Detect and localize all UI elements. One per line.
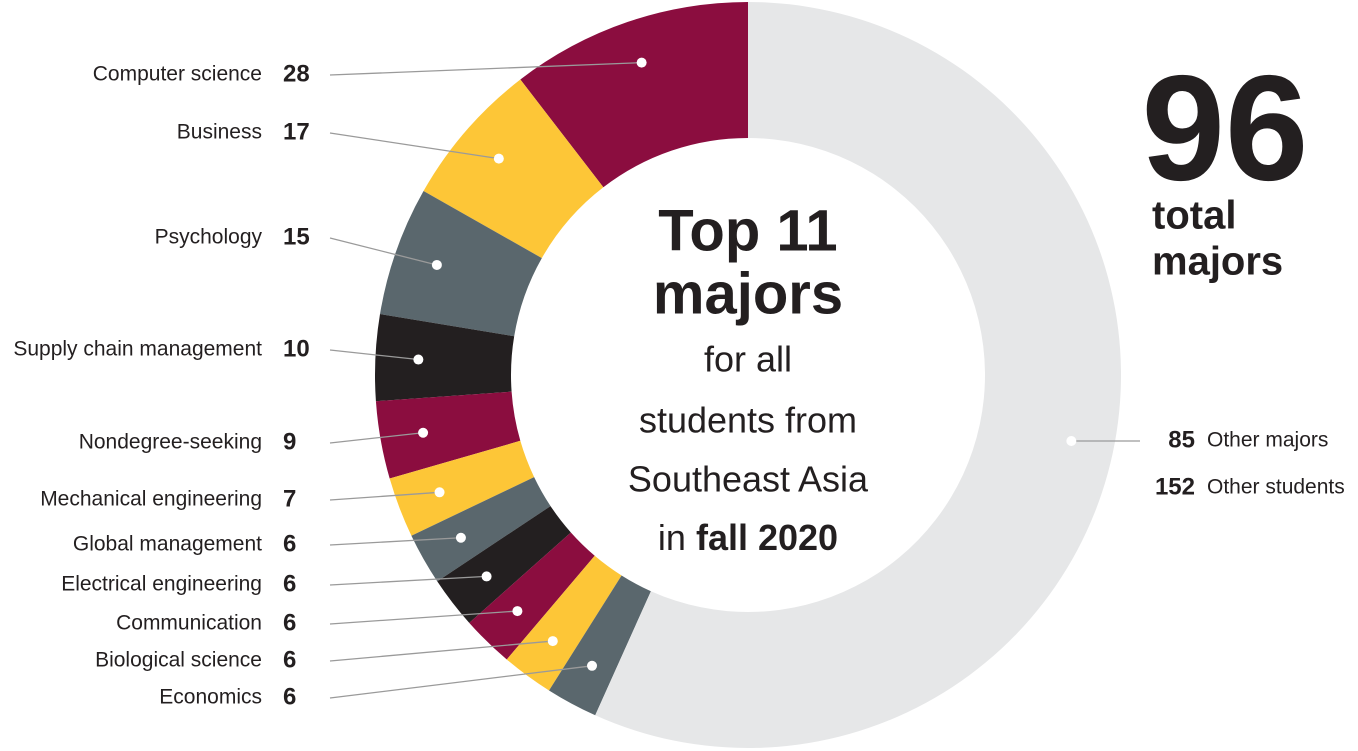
value-label: 6 [283,609,296,636]
leader-dot [418,427,429,438]
total-majors-label: total [1152,194,1236,238]
value-label: 9 [283,428,296,455]
leader-dot [512,606,523,617]
other-majors-label: Other majors [1207,429,1328,452]
center-text: Southeast Asia [628,459,869,500]
leader-dot [636,57,647,68]
leader-dot [493,153,504,164]
leader-line [329,61,642,76]
category-label: Economics [159,686,262,709]
category-label: Psychology [155,226,263,249]
value-label: 6 [283,570,296,597]
value-label: 28 [283,60,310,87]
center-text-bold: fall 2020 [696,517,838,558]
value-label: 17 [283,118,310,145]
category-label: Communication [116,612,262,635]
center-title: majors [653,261,843,326]
center-text: students from [639,400,857,441]
slice [595,2,1121,749]
leader-line [329,491,440,501]
center-title: Top 11 [658,198,837,263]
leader-line [329,537,461,546]
center-text: in [658,517,696,558]
slice [411,477,551,582]
slice [375,391,521,479]
slice [437,506,571,623]
total-majors-label: majors [1152,240,1283,284]
value-label: 6 [283,530,296,557]
leader-dot [455,532,466,543]
category-label: Nondegree-seeking [79,431,262,454]
category-label: Global management [73,533,262,556]
labels: Computer science 28 Business 17 Psychology 15… [13,57,1140,710]
category-label: Supply chain management [13,338,262,361]
other-students-label: Other students [1207,476,1345,499]
donut [375,2,1121,749]
leader-line [329,237,438,266]
leader-line [329,640,553,662]
total-majors-value: 96 [1142,44,1309,212]
value-label: 10 [283,335,310,362]
leader-dot [431,259,442,270]
slice [389,440,535,536]
leader-line [329,575,487,586]
other-students-value: 152 [1155,473,1195,500]
leader-line [329,610,518,625]
leader-dot [587,660,598,671]
slice [380,191,542,337]
slice [469,532,595,660]
value-label: 6 [283,683,296,710]
center-text: for all [704,339,792,380]
other-majors-value: 85 [1168,426,1195,453]
category-label: Business [177,121,262,144]
category-label: Biological science [95,649,262,672]
value-label: 15 [283,223,310,250]
slice [506,555,622,691]
slice [423,79,604,259]
leader-dot [547,636,558,647]
leader-dot [434,487,445,498]
category-label: Computer science [93,63,262,86]
category-label: Mechanical engineering [40,488,262,511]
slice [549,575,651,716]
slice [375,314,515,402]
category-label: Electrical engineering [61,573,262,596]
slice [520,2,748,188]
center-text: in fall 2020 [658,517,838,558]
leader-line [329,432,424,444]
leader-dot [413,354,424,365]
leader-line [329,132,499,160]
leader-line [329,665,593,699]
leader-dot [481,571,492,582]
value-label: 7 [283,485,296,512]
leader-line [329,349,419,361]
value-label: 6 [283,646,296,673]
leader-dot [1066,436,1077,446]
